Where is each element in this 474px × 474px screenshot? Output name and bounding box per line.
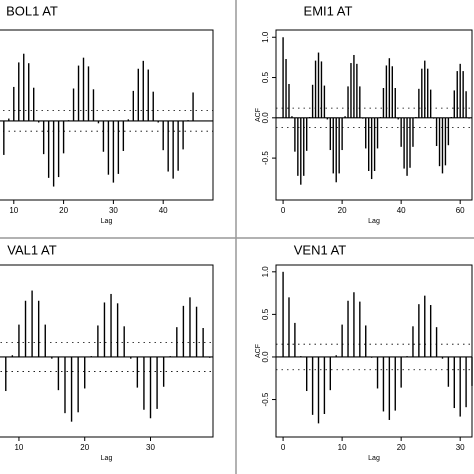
plot-frame (0, 264, 214, 438)
y-tick-label: 0.0 (261, 351, 270, 363)
x-tick-label: 20 (80, 443, 89, 452)
x-tick-label: 20 (338, 206, 347, 215)
chart-title: VAL1 AT (7, 242, 56, 257)
y-tick-label: 0.0 (261, 112, 270, 124)
x-tick-label: 10 (14, 443, 23, 452)
x-axis-label: Lag (368, 455, 380, 462)
x-tick-label: 30 (456, 443, 465, 452)
x-tick-label: 40 (159, 206, 168, 215)
plot-frame (275, 29, 473, 201)
x-tick-label: 30 (146, 443, 155, 452)
x-axis-label: Lag (368, 218, 380, 225)
x-tick-label: 0 (281, 443, 286, 452)
x-tick-label: 20 (397, 443, 406, 452)
chart-title: EMI1 AT (304, 3, 353, 18)
x-tick-label: 20 (59, 206, 68, 215)
x-axis-label: Lag (101, 218, 113, 225)
plot-frame (275, 264, 473, 438)
y-tick-label: -0.5 (261, 151, 270, 165)
x-tick-label: 10 (338, 443, 347, 452)
y-tick-label: 1.0 (261, 266, 270, 278)
y-tick-label: 0.5 (261, 71, 270, 83)
chart-title: VEN1 AT (294, 242, 347, 257)
y-axis-label: ACF (255, 344, 262, 358)
x-tick-label: 60 (456, 206, 465, 215)
y-tick-label: -0.5 (261, 392, 270, 406)
x-tick-label: 30 (109, 206, 118, 215)
y-tick-label: 1.0 (261, 31, 270, 43)
plot-frame (0, 29, 214, 201)
y-axis-label: ACF (255, 108, 262, 122)
x-tick-label: 0 (281, 206, 286, 215)
x-tick-label: 10 (9, 206, 18, 215)
x-tick-label: 40 (397, 206, 406, 215)
x-axis-label: Lag (101, 455, 113, 462)
chart-title: BOL1 AT (6, 3, 58, 18)
y-tick-label: 0.5 (261, 308, 270, 320)
